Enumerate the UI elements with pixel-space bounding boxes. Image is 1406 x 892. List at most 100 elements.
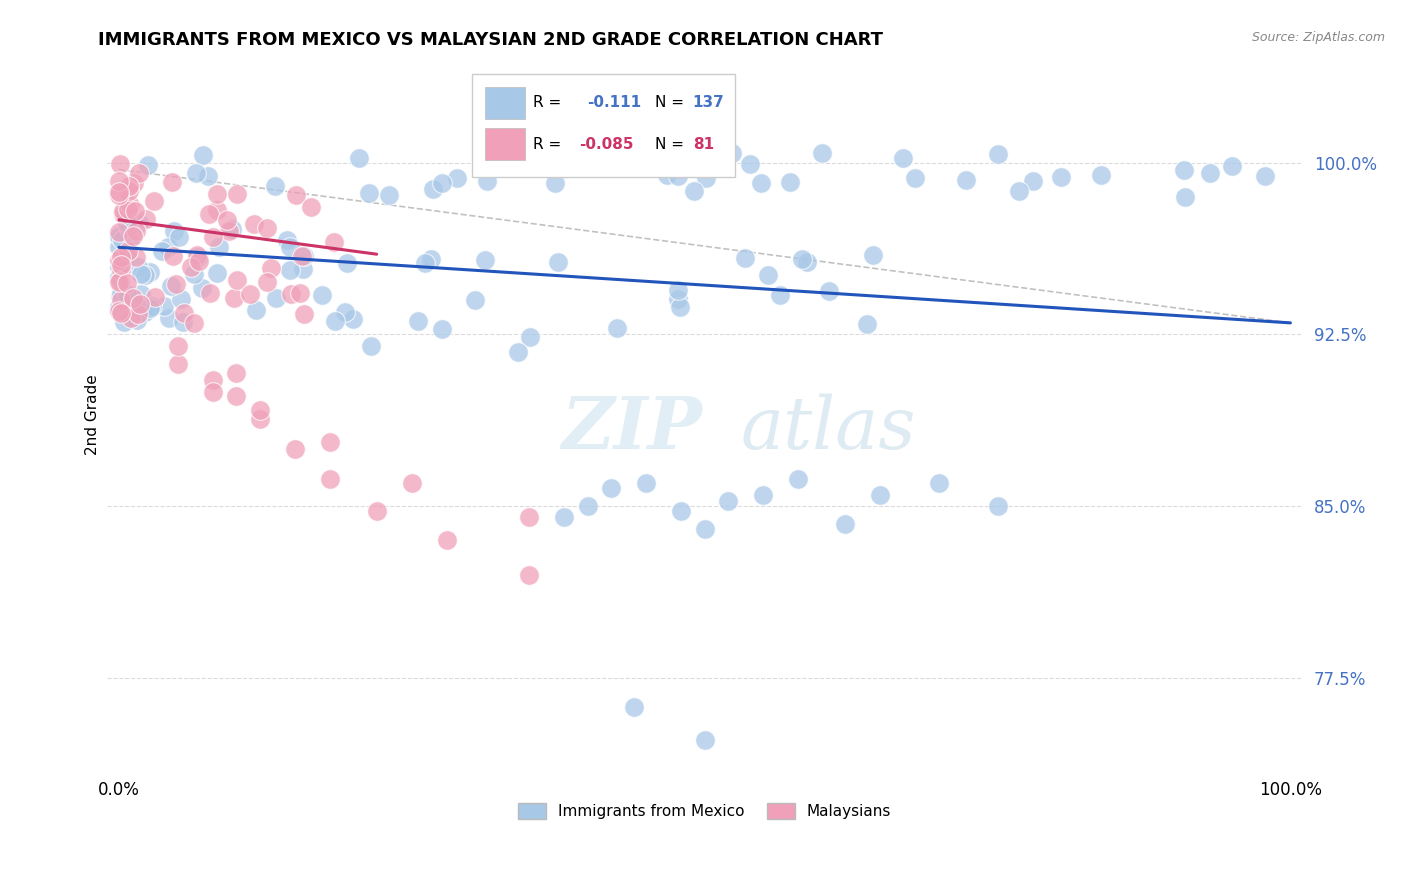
Point: [357, 186, 380, 200]
Point: [987, 146, 1010, 161]
Point: [319, 434, 342, 449]
Text: R =: R =: [533, 95, 561, 110]
Text: 137: 137: [693, 95, 724, 110]
Point: [693, 732, 716, 747]
Point: [200, 286, 222, 301]
Point: [108, 229, 131, 244]
Point: [186, 248, 208, 262]
Text: atlas: atlas: [741, 393, 917, 464]
Point: [225, 273, 247, 287]
Point: [600, 481, 623, 495]
FancyBboxPatch shape: [485, 128, 526, 161]
Point: [406, 314, 429, 328]
Point: [464, 293, 486, 307]
Point: [117, 202, 139, 217]
Point: [110, 157, 132, 171]
Point: [201, 384, 224, 399]
Text: -0.085: -0.085: [579, 137, 634, 153]
Point: [157, 310, 180, 325]
Point: [1021, 174, 1043, 188]
Point: [284, 442, 307, 456]
Point: [108, 239, 131, 253]
Point: [1173, 162, 1195, 177]
Point: [121, 228, 143, 243]
Point: [108, 234, 131, 248]
Point: [205, 187, 228, 202]
Point: [222, 291, 245, 305]
Point: [108, 174, 131, 188]
Point: [124, 204, 146, 219]
Point: [738, 157, 761, 171]
Point: [197, 207, 219, 221]
Point: [138, 265, 160, 279]
Point: [721, 145, 744, 160]
Point: [139, 301, 162, 315]
FancyBboxPatch shape: [485, 87, 526, 120]
Point: [225, 366, 247, 380]
Point: [787, 471, 810, 485]
Point: [249, 412, 271, 426]
Point: [207, 266, 229, 280]
Point: [115, 286, 138, 301]
Point: [143, 194, 166, 208]
Point: [779, 175, 801, 189]
Point: [986, 499, 1008, 513]
Point: [1049, 170, 1071, 185]
Point: [108, 275, 131, 289]
Point: [249, 402, 271, 417]
Point: [475, 174, 498, 188]
Point: [401, 476, 423, 491]
Point: [544, 176, 567, 190]
Point: [366, 503, 388, 517]
Point: [225, 186, 247, 201]
Point: [239, 287, 262, 301]
Point: [111, 204, 134, 219]
Point: [166, 339, 188, 353]
Point: [256, 276, 278, 290]
Point: [163, 224, 186, 238]
Point: [655, 169, 678, 183]
Point: [280, 286, 302, 301]
Point: [108, 260, 131, 274]
Point: [110, 287, 132, 301]
Text: -0.111: -0.111: [588, 95, 641, 110]
Point: [671, 503, 693, 517]
Point: [547, 255, 569, 269]
Point: [183, 316, 205, 330]
Point: [432, 176, 454, 190]
Point: [243, 217, 266, 231]
Point: [108, 300, 131, 314]
Point: [110, 250, 132, 264]
Point: [115, 277, 138, 291]
Point: [862, 248, 884, 262]
Point: [218, 224, 240, 238]
Point: [173, 306, 195, 320]
Point: [734, 252, 756, 266]
Point: [751, 176, 773, 190]
Point: [121, 292, 143, 306]
Point: [1198, 166, 1220, 180]
Point: [276, 233, 298, 247]
Point: [666, 292, 689, 306]
Point: [288, 285, 311, 300]
Point: [117, 220, 139, 235]
Point: [134, 268, 156, 283]
Point: [190, 280, 212, 294]
Point: [869, 487, 891, 501]
Point: [322, 235, 344, 249]
Point: [165, 277, 187, 291]
Point: [292, 307, 315, 321]
Point: [110, 306, 132, 320]
Point: [183, 268, 205, 282]
Point: [666, 283, 689, 297]
Point: [172, 315, 194, 329]
Point: [693, 522, 716, 536]
Point: [150, 244, 173, 258]
Point: [1008, 184, 1031, 198]
Point: [506, 345, 529, 359]
Point: [124, 176, 146, 190]
Point: [160, 279, 183, 293]
Point: [108, 185, 131, 199]
Point: [928, 476, 950, 491]
Point: [606, 321, 628, 335]
